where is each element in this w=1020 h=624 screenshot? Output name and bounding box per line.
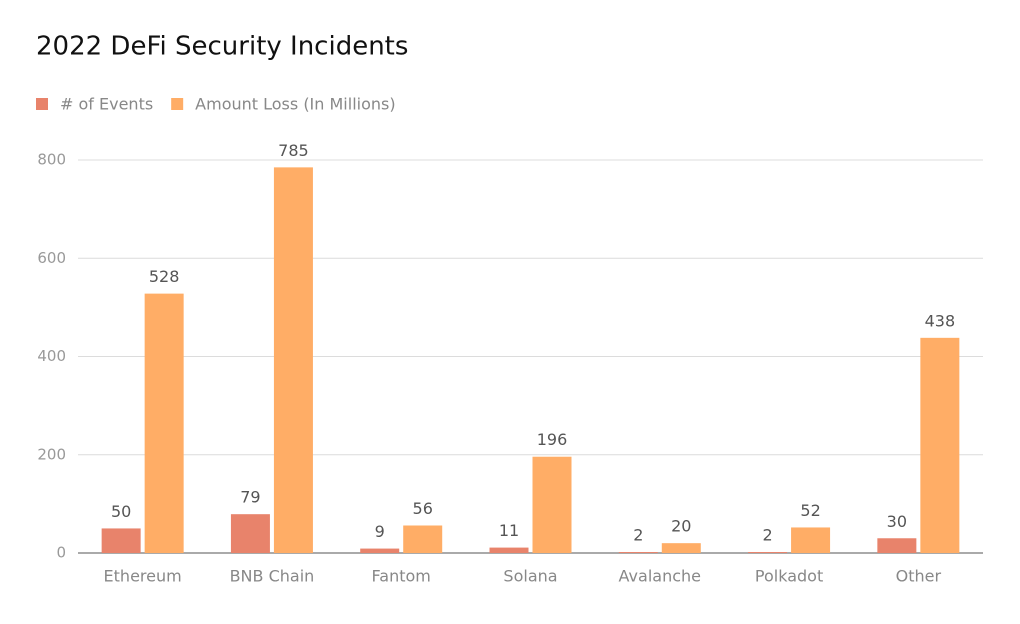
y-tick-label: 600: [37, 249, 66, 267]
bar: [618, 552, 658, 553]
x-tick-label: Solana: [503, 567, 557, 586]
legend-label: # of Events: [60, 95, 153, 114]
bar: [144, 293, 184, 553]
bar: [230, 514, 270, 553]
legend-swatch: [171, 98, 184, 110]
bar: [360, 548, 400, 553]
x-tick-label: Fantom: [372, 567, 431, 586]
x-tick-label: Avalanche: [619, 567, 701, 586]
data-label: 785: [278, 141, 309, 160]
data-label: 11: [499, 521, 519, 540]
data-label: 50: [111, 502, 131, 521]
data-label: 2: [633, 526, 643, 545]
x-tick-label: Other: [896, 567, 942, 586]
y-tick-label: 0: [56, 544, 66, 562]
x-tick-label: Ethereum: [104, 567, 182, 586]
legend-swatch: [36, 98, 48, 110]
data-label: 196: [537, 430, 568, 449]
bar: [532, 456, 572, 553]
bar: [101, 528, 141, 553]
data-label: 438: [925, 311, 956, 330]
y-tick-label: 800: [37, 151, 66, 169]
data-label: 20: [671, 517, 691, 536]
bar: [877, 538, 917, 553]
x-tick-label: BNB Chain: [230, 567, 315, 586]
data-label: 30: [887, 512, 907, 531]
data-label: 52: [800, 501, 820, 520]
y-tick-label: 200: [37, 445, 66, 463]
data-label: 528: [149, 267, 180, 286]
x-tick-label: Polkadot: [755, 567, 823, 586]
data-label: 56: [413, 499, 433, 518]
chart-title: 2022 DeFi Security Incidents: [36, 32, 408, 62]
bar: [489, 547, 529, 553]
data-label: 79: [240, 488, 260, 507]
legend-label: Amount Loss (In Millions): [195, 95, 395, 114]
bar: [748, 552, 788, 553]
y-tick-label: 400: [37, 347, 66, 365]
bar: [661, 543, 701, 553]
bar: [920, 337, 960, 553]
data-label: 9: [375, 522, 385, 541]
data-label: 2: [762, 526, 772, 545]
bar: [403, 525, 443, 553]
bar: [791, 527, 831, 553]
bar: [273, 167, 313, 553]
